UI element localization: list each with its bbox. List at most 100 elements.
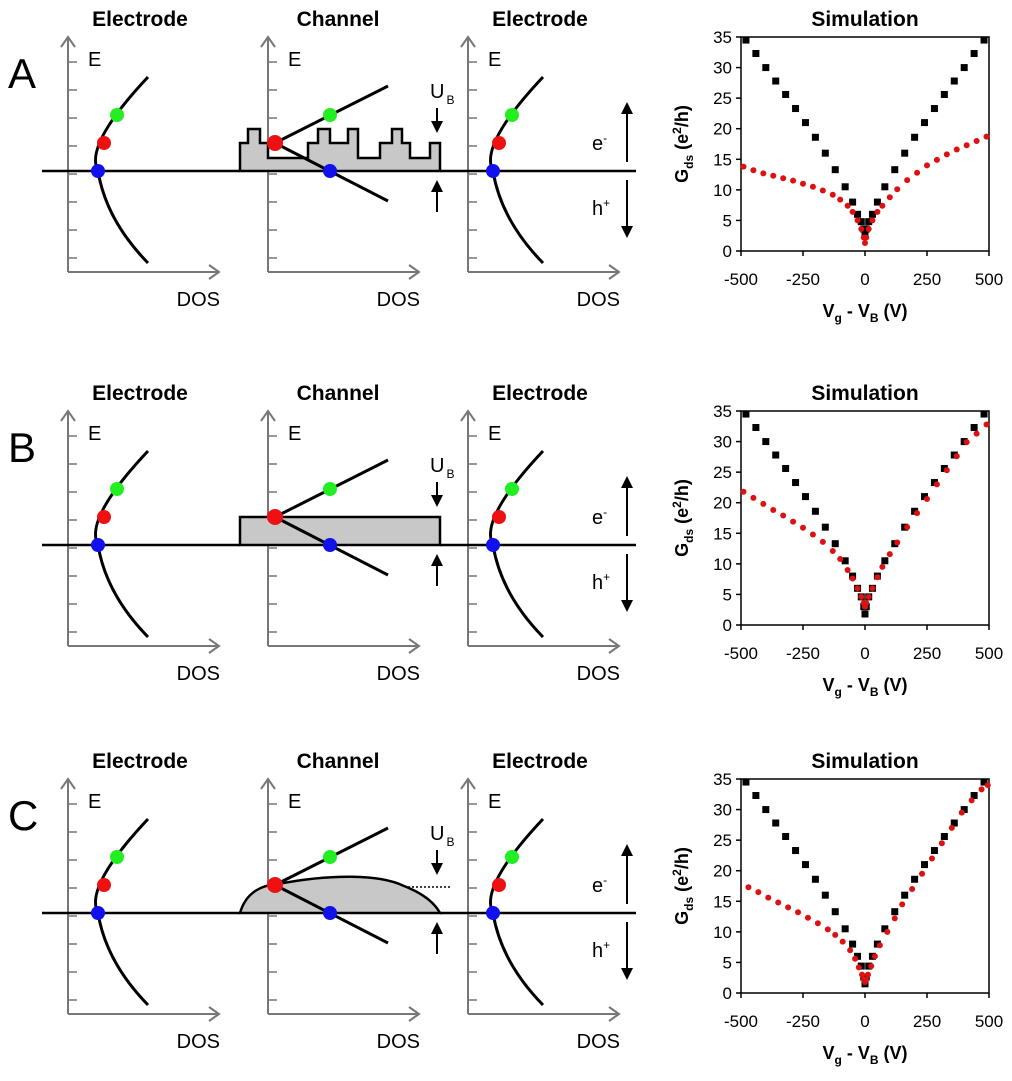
dos-axis-arrow xyxy=(408,264,421,280)
y-tick-label: 0 xyxy=(723,242,732,261)
hole-label: h+ xyxy=(592,570,610,594)
x-tick-label: 0 xyxy=(860,644,869,663)
energy-axis-label: E xyxy=(488,49,501,71)
data-point-red xyxy=(809,531,816,538)
y-tick-label: 20 xyxy=(713,120,732,139)
data-point-red xyxy=(780,175,787,182)
data-point-red xyxy=(904,177,911,184)
data-point-black xyxy=(940,90,948,98)
data-point-black xyxy=(792,847,800,855)
data-point-red xyxy=(844,566,851,573)
data-point-red xyxy=(909,886,916,893)
energy-axis-arrow xyxy=(460,777,476,790)
data-point-red xyxy=(886,551,893,558)
data-point-red xyxy=(894,539,901,546)
data-point-red xyxy=(819,538,826,545)
dos-axis-label: DOS xyxy=(177,289,220,311)
data-point-black xyxy=(901,149,909,157)
dos-axis-label: DOS xyxy=(377,1031,420,1053)
data-point-black xyxy=(865,218,873,226)
plot-frame xyxy=(740,410,990,626)
data-point-red xyxy=(819,187,826,194)
panel-a: A Electrode Channel Electrode E DOS E DOS E DOS U B… xyxy=(8,8,636,311)
y-tick-label: 15 xyxy=(713,892,732,911)
channel-title: Channel xyxy=(297,8,380,31)
data-point-red xyxy=(879,563,886,570)
electrode-right-diagram: E DOS xyxy=(460,777,621,1053)
data-point-red xyxy=(914,169,921,176)
energy-axis-arrow xyxy=(460,409,476,422)
data-point-black xyxy=(742,410,750,418)
data-point-red xyxy=(886,194,893,201)
dos-axis-arrow xyxy=(208,638,221,654)
data-point-black xyxy=(742,36,750,44)
y-tick-label: 25 xyxy=(713,463,732,482)
panel-label: B xyxy=(8,424,36,471)
data-point-red xyxy=(745,884,752,891)
data-point-black xyxy=(873,198,881,206)
data-point-red xyxy=(938,840,945,847)
data-point-black xyxy=(762,438,770,446)
data-point-red xyxy=(894,186,901,193)
channel-diagram: E DOS xyxy=(260,409,421,685)
y-tick-label: 30 xyxy=(713,59,732,78)
data-point-black xyxy=(801,119,809,127)
chart-title: Simulation xyxy=(811,8,918,31)
y-axis-label: Gds (e2/h) xyxy=(670,479,696,557)
y-tick-label: 25 xyxy=(713,831,732,850)
data-point-red xyxy=(891,915,898,922)
dos-axis-arrow xyxy=(408,1006,421,1022)
dos-axis-label: DOS xyxy=(577,1031,620,1053)
data-point-red xyxy=(814,920,821,927)
data-point-red xyxy=(755,889,762,896)
data-point-black xyxy=(970,50,978,58)
green-state-dot xyxy=(323,108,337,122)
data-point-red xyxy=(839,938,846,945)
hole-arrow-head xyxy=(621,968,633,980)
energy-axis-label: E xyxy=(488,791,501,813)
x-tick-label: -250 xyxy=(786,644,820,663)
energy-axis-label: E xyxy=(88,791,101,813)
x-tick-label: -500 xyxy=(724,644,758,663)
barrier-arrow-up-head xyxy=(431,922,443,934)
data-point-black xyxy=(831,540,839,548)
data-point-red xyxy=(795,909,802,916)
data-point-red xyxy=(750,167,757,174)
red-state-dot xyxy=(267,877,283,893)
data-point-black xyxy=(742,778,750,786)
data-point-red xyxy=(928,855,935,862)
data-point-red xyxy=(760,170,767,177)
data-point-red xyxy=(963,142,970,149)
dos-axis-arrow xyxy=(208,1006,221,1022)
data-point-black xyxy=(980,410,988,418)
data-point-red xyxy=(963,439,970,446)
data-point-red xyxy=(862,976,869,983)
electrode-title: Electrode xyxy=(92,382,188,405)
data-point-black xyxy=(930,105,938,113)
data-point-black xyxy=(811,507,819,515)
dos-axis-label: DOS xyxy=(377,663,420,685)
data-point-red xyxy=(858,593,865,600)
data-point-red xyxy=(865,225,872,232)
blue-state-dot xyxy=(323,538,337,552)
data-point-black xyxy=(831,908,839,916)
data-point-black xyxy=(940,832,948,840)
data-point-black xyxy=(772,77,780,85)
data-point-black xyxy=(881,557,889,565)
hole-label: h+ xyxy=(592,938,610,962)
x-tick-label: 500 xyxy=(975,644,1003,663)
data-point-red xyxy=(983,421,990,428)
data-point-red xyxy=(958,809,965,816)
electrode-title: Electrode xyxy=(492,382,588,405)
panel-b: B Electrode Channel Electrode E DOS E DOS E DOS U B… xyxy=(8,382,636,685)
blue-state-dot xyxy=(486,906,500,920)
y-tick-label: 5 xyxy=(723,211,732,230)
blue-state-dot xyxy=(91,164,105,178)
channel-barrier-shape xyxy=(238,127,442,173)
red-state-dot xyxy=(267,509,283,525)
data-point-red xyxy=(983,133,990,140)
panel-c: C Electrode Channel Electrode E DOS E DOS E DOS U B… xyxy=(8,750,636,1053)
green-state-dot xyxy=(110,108,124,122)
green-state-dot xyxy=(323,482,337,496)
dos-axis-arrow xyxy=(608,1006,621,1022)
